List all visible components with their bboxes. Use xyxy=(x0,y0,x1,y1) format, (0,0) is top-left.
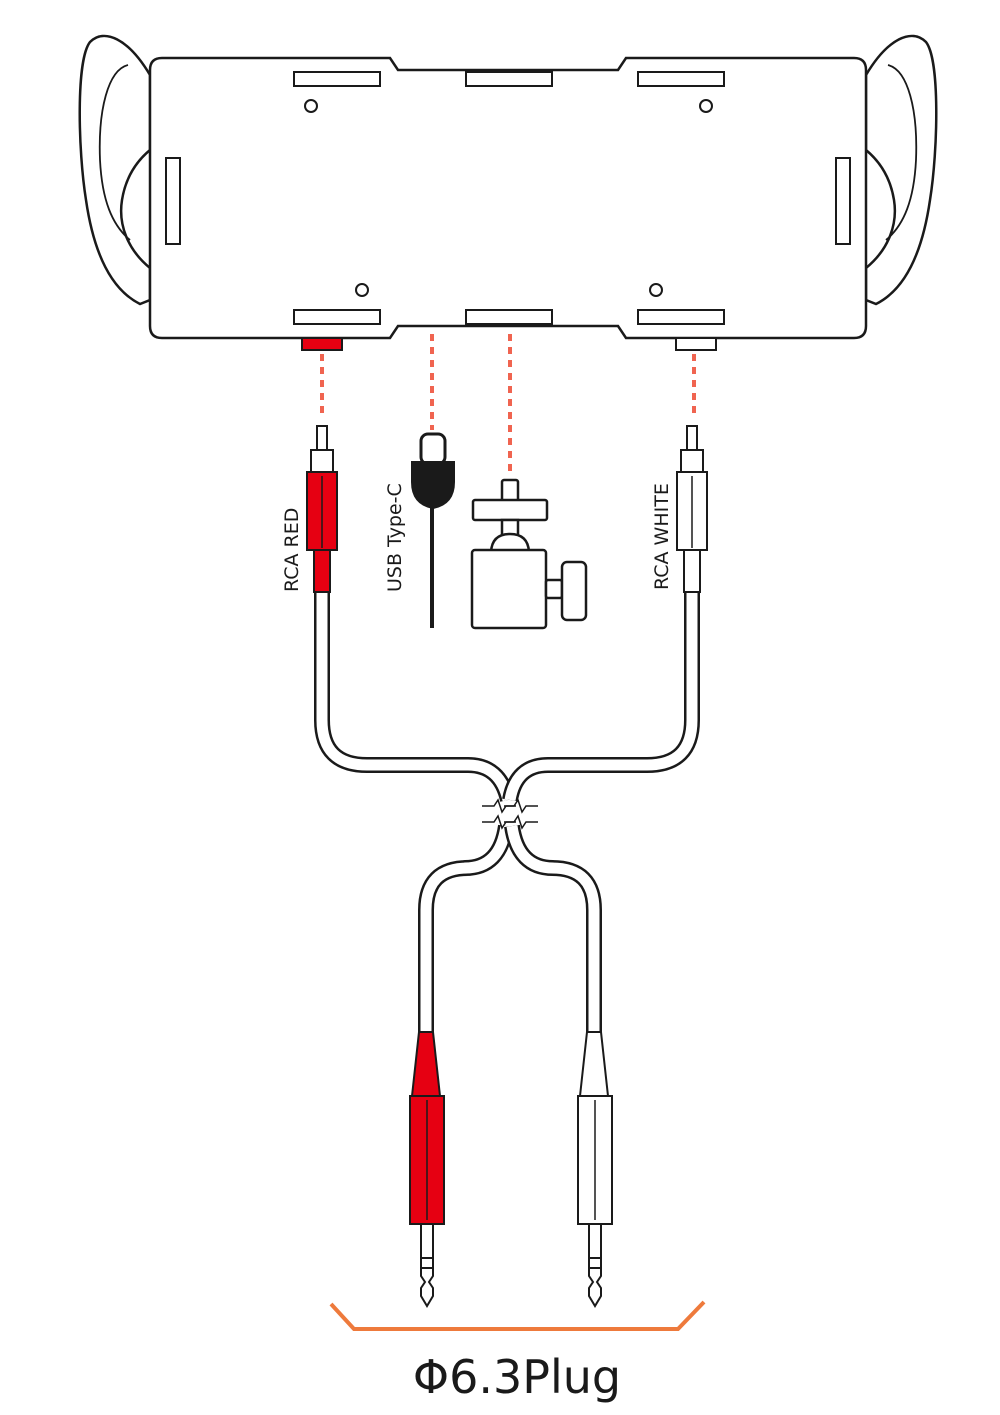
plug-bracket xyxy=(329,1300,706,1331)
box-body xyxy=(148,56,868,340)
rca-red-label: RCA RED xyxy=(281,508,303,592)
box-slots xyxy=(165,71,851,325)
screw-holes xyxy=(304,99,713,297)
white-phone-plug xyxy=(577,1031,613,1308)
usb-type-c-connector xyxy=(411,432,455,628)
ball-head-mount xyxy=(470,478,588,630)
dashed-guides xyxy=(320,334,696,472)
plug-caption: Φ6.3Plug xyxy=(413,1350,621,1404)
right-ear-cushion xyxy=(864,34,938,306)
left-ear-cushion xyxy=(78,34,152,306)
red-phone-plug xyxy=(409,1031,445,1308)
rca-red-plug xyxy=(306,425,338,593)
rca-white-plug xyxy=(676,425,708,593)
usb-type-c-label: USB Type-C xyxy=(384,483,406,592)
rca-red-jack xyxy=(301,337,343,351)
rca-white-label: RCA WHITE xyxy=(651,483,673,590)
cable-break-marks xyxy=(482,798,538,830)
rca-white-jack xyxy=(675,337,717,351)
y-cables xyxy=(314,592,700,1032)
